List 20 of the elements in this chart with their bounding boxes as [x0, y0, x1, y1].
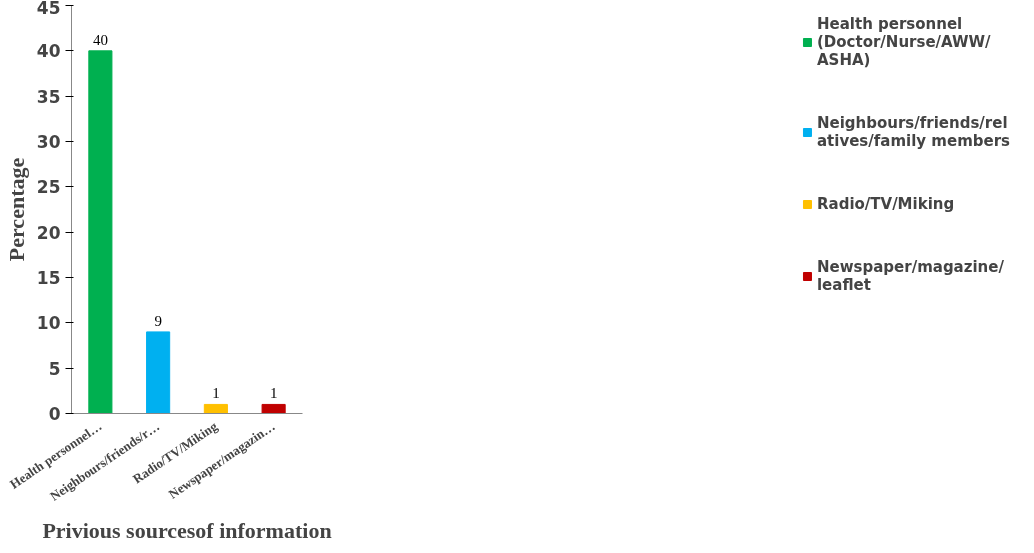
y-tick-label: 10: [36, 313, 61, 334]
data-label: 1: [269, 385, 278, 402]
legend-label: Health personnel (Doctor/Nurse/AWW/ ASHA): [816, 15, 991, 69]
legend-label: Radio/TV/Miking: [816, 195, 955, 213]
y-tick-label: 40: [36, 41, 61, 62]
y-tick-label: 15: [36, 268, 61, 288]
y-axis-title: Percentage: [3, 157, 29, 262]
data-label: 1: [212, 385, 220, 402]
data-label: 9: [154, 312, 162, 329]
data-label: 40: [92, 31, 108, 48]
legend-label: Neighbours/friends/relatives/family members: [816, 114, 1010, 150]
y-tick-label: 0: [48, 404, 61, 424]
x-axis-title: Privious sourcesof information: [42, 517, 332, 543]
legend-label: Newspaper/magazine/ leaflet: [816, 258, 1004, 294]
y-tick-label: 25: [36, 177, 61, 198]
y-tick-label: 20: [36, 222, 61, 243]
y-tick-label: 5: [48, 358, 61, 379]
y-tick-label: 30: [36, 132, 61, 152]
y-tick-label: 45: [36, 0, 61, 18]
y-tick-label: 35: [36, 86, 61, 107]
